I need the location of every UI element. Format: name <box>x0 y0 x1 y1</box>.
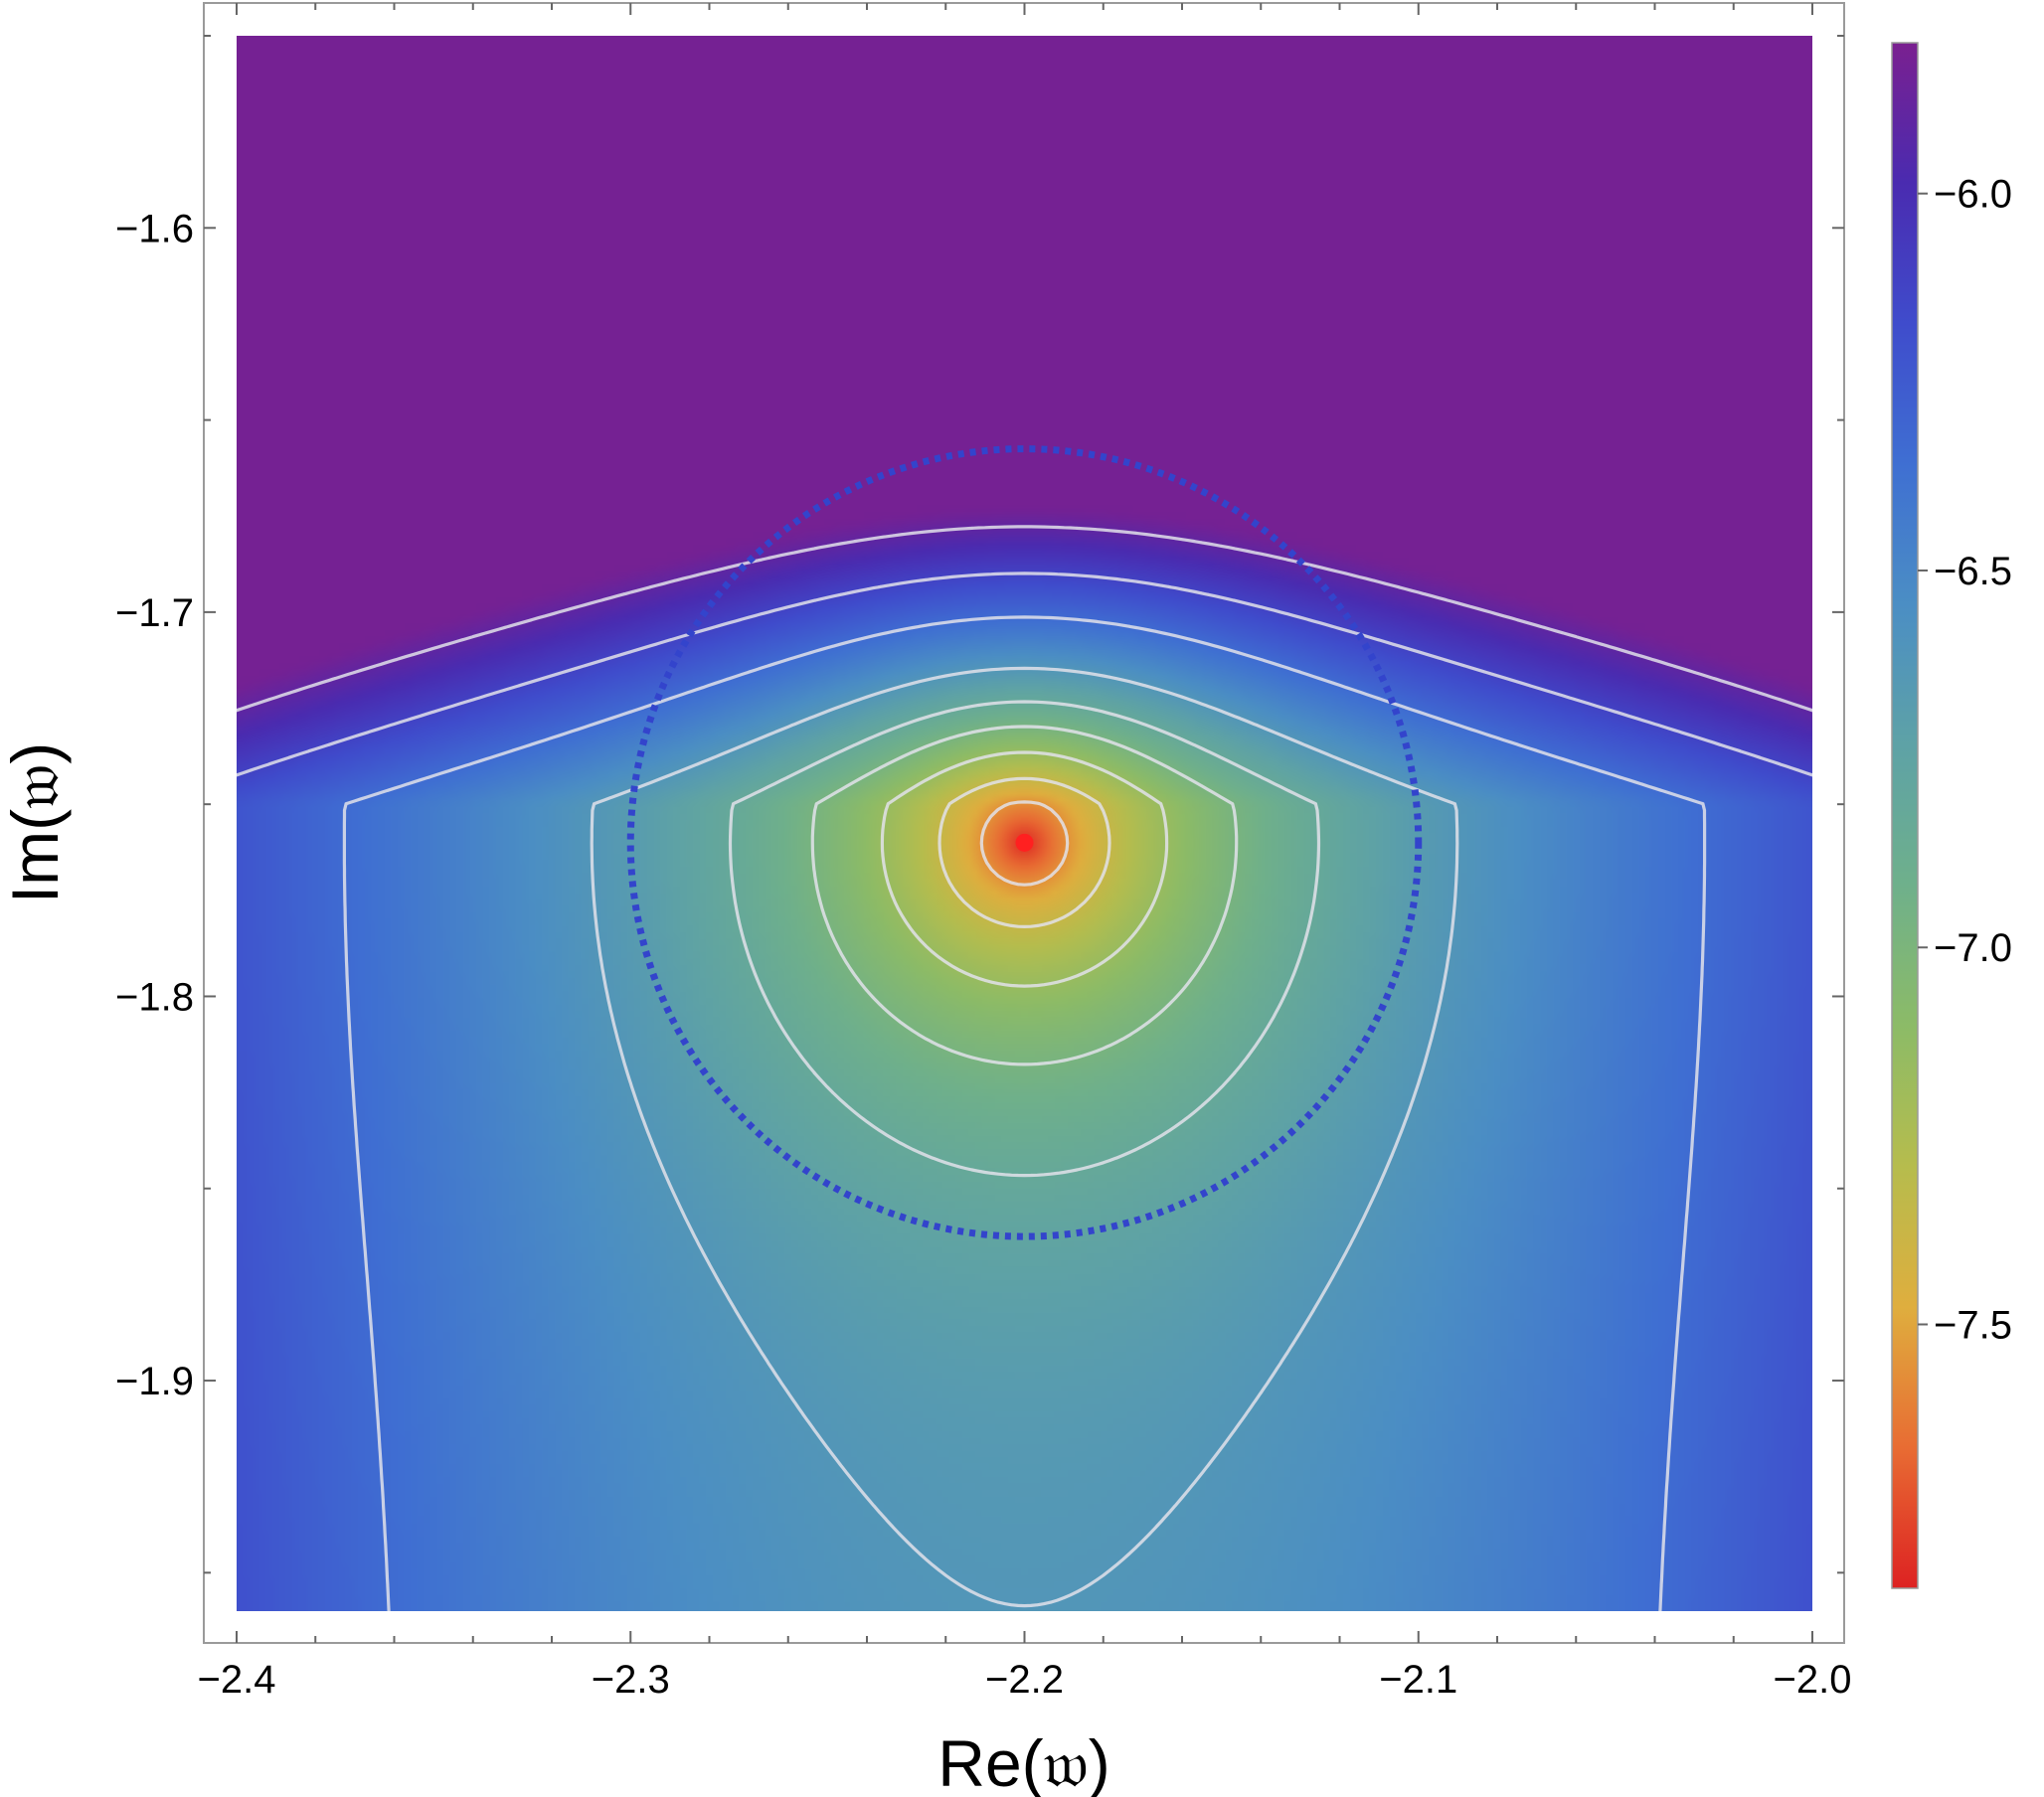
contour-line-2 <box>237 572 1812 777</box>
contour-line-5 <box>728 700 1321 1178</box>
contour-line-4 <box>590 666 1459 1608</box>
x-tick-label: −2.3 <box>592 1658 670 1702</box>
y-axis-title: Im(𝔴) <box>0 742 72 903</box>
marked-point <box>1015 833 1034 852</box>
colorbar-tick-label: −6.5 <box>1934 550 2012 593</box>
x-tick-label: −2.4 <box>198 1658 276 1702</box>
contour-line-8 <box>937 776 1111 928</box>
contour-line-6 <box>810 725 1239 1066</box>
x-tick-label: −2.0 <box>1774 1658 1852 1702</box>
colorbar-tick-label: −7.0 <box>1934 926 2012 970</box>
colorbar-tick-label: −6.0 <box>1934 173 2012 217</box>
contour-line-3 <box>342 615 1707 1611</box>
contour-lines <box>237 525 1812 1611</box>
y-tick-label: −1.8 <box>115 975 194 1019</box>
heatmap-field <box>237 36 1812 1611</box>
y-tick-label: −1.9 <box>115 1360 194 1403</box>
y-tick-label: −1.7 <box>115 591 194 635</box>
contour-line-7 <box>880 750 1169 988</box>
axis-tick-labels: −2.4 −2.3 −2.2 −2.1 −2.0 −1.6 −1.7 −1.8 −1.9 <box>115 207 1851 1702</box>
colorbar-tick-label: −7.5 <box>1934 1304 2012 1348</box>
x-axis-title: Re(𝔴) <box>937 1726 1109 1797</box>
x-tick-label: −2.1 <box>1379 1658 1457 1702</box>
y-tick-label: −1.6 <box>115 207 194 250</box>
colorbar-ticks: −6.0 −6.5 −7.0 −7.5 <box>1918 173 2012 1348</box>
plot-area <box>237 36 1812 1611</box>
colorbar: −6.0 −6.5 −7.0 −7.5 <box>1891 42 2012 1589</box>
colorbar-gradient <box>1891 42 1919 1589</box>
x-tick-label: −2.2 <box>985 1658 1064 1702</box>
contour-line-9 <box>979 800 1070 887</box>
contour-line-1 <box>237 525 1812 713</box>
axis-ticks <box>204 3 1844 1643</box>
dotted-circle <box>626 445 1423 1240</box>
